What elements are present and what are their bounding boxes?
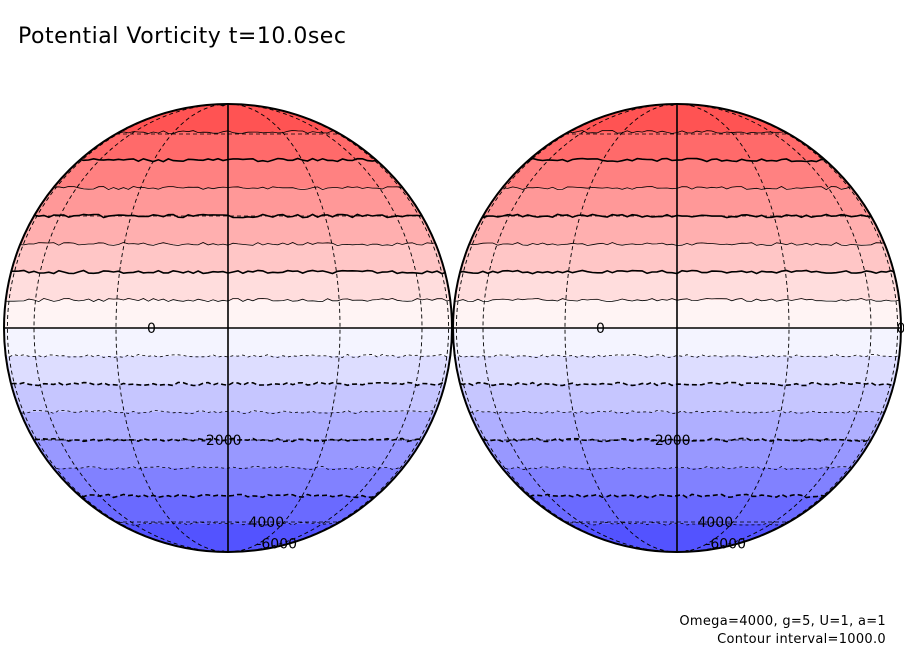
plot-title: Potential Vorticity t=10.0sec — [18, 24, 347, 49]
meridian-line — [482, 104, 678, 552]
contour-label: 4000 — [248, 515, 284, 531]
parameters-text: Omega=4000, g=5, U=1, a=1 — [679, 614, 886, 629]
contour-label: 0 — [596, 321, 605, 337]
contour-label: -6000 — [256, 536, 297, 552]
globe-right: 0 0 -2000 4000 -6000 — [452, 103, 904, 553]
meridian-line — [33, 104, 229, 552]
contour-label: -2000 — [201, 433, 242, 449]
contour-line — [453, 354, 901, 358]
contour-interval-text: Contour interval=1000.0 — [717, 632, 886, 647]
globe-outline — [452, 103, 902, 553]
contour-label: -2000 — [650, 433, 691, 449]
contour-label: 0 — [896, 321, 904, 337]
globe-left: 0 -2000 4000 -6000 — [3, 103, 453, 553]
contour-line — [4, 353, 452, 358]
meridian-line — [676, 104, 872, 552]
contour-label: 0 — [147, 321, 156, 337]
contour-label: -6000 — [705, 536, 746, 552]
meridian-line — [227, 104, 423, 552]
contour-label: 4000 — [697, 515, 733, 531]
contour-line — [453, 409, 901, 415]
contour-line — [4, 381, 452, 387]
